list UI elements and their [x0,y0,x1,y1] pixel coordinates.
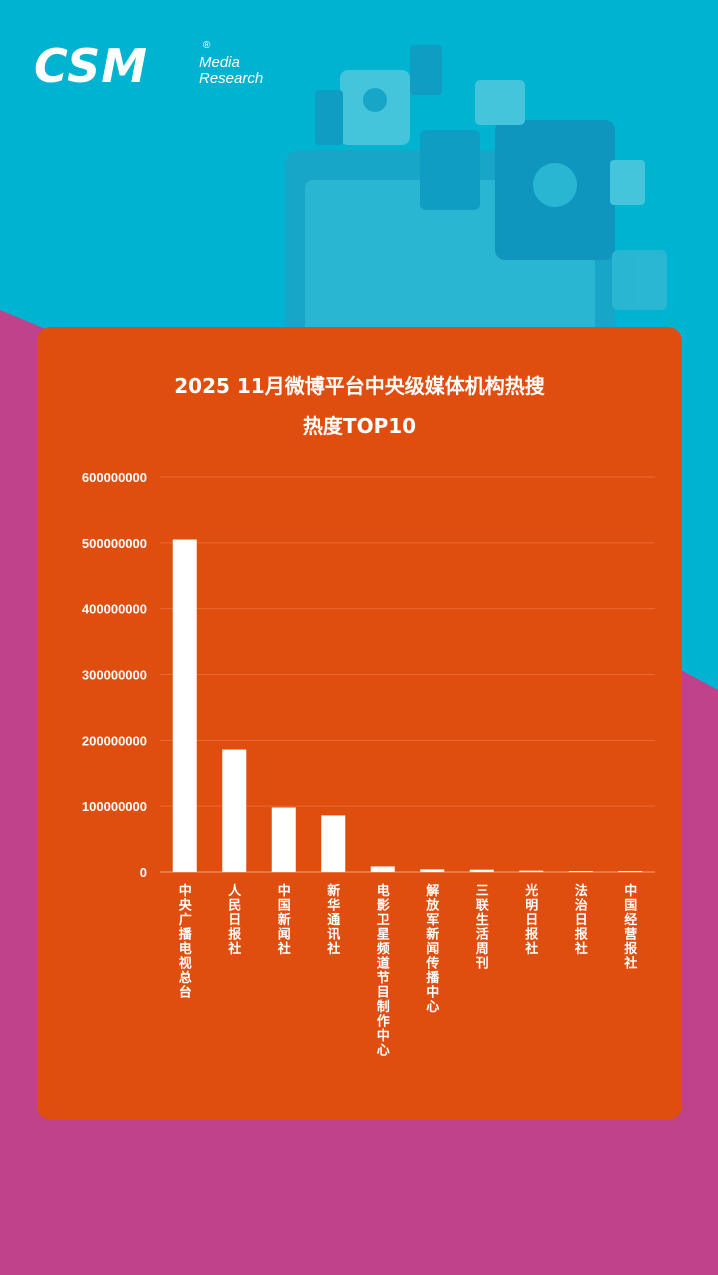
bar [222,749,247,872]
logo-mark: CSM [34,39,149,93]
chart-title-line1: 2025 11月微博平台中央级媒体机构热搜 [174,374,545,398]
y-tick-label: 200000000 [82,733,147,748]
x-category-label: 中央广播电视总台 [179,883,193,1001]
chart-title-line2: 热度TOP10 [302,414,417,438]
bar [370,866,395,872]
y-tick-label: 300000000 [82,668,147,683]
logo-registered: ® [203,40,211,51]
bar [618,871,643,872]
csm-logo: CSM ® Media Research [34,40,284,92]
bar [568,871,593,872]
x-category-label: 中国经营报社 [623,883,638,972]
y-tick-label: 500000000 [82,536,147,551]
y-tick-label: 0 [140,865,147,880]
chart-card: 2025 11月微博平台中央级媒体机构热搜 热度TOP10 0 100000000… [37,327,682,1120]
bar-chart: 0 100000000 200000000 300000000 400000000 500… [82,470,655,1059]
x-category-label: 人民日报社 [227,883,242,957]
x-category-label: 新华通讯社 [326,883,340,957]
bar [271,807,296,872]
x-category-label: 解放军新闻传播中心 [425,883,440,1015]
x-category-label: 法治日报社 [574,883,589,957]
logo-media-text: Media [199,54,240,71]
bar [172,539,197,872]
y-tick-label: 600000000 [82,470,147,485]
media-illustration [285,45,667,380]
x-category-label: 三联生活周刊 [476,884,489,972]
x-category-label: 光明日报社 [524,883,539,957]
bar [519,870,544,872]
bar [420,869,445,872]
bar [469,869,494,872]
x-category-label: 电影卫星频道节目制作中心 [377,883,390,1059]
y-tick-label: 100000000 [82,799,147,814]
logo-research-text: Research [199,70,264,87]
x-category-label: 中国新闻社 [277,883,291,957]
y-tick-label: 400000000 [82,602,147,617]
bar [321,815,346,872]
